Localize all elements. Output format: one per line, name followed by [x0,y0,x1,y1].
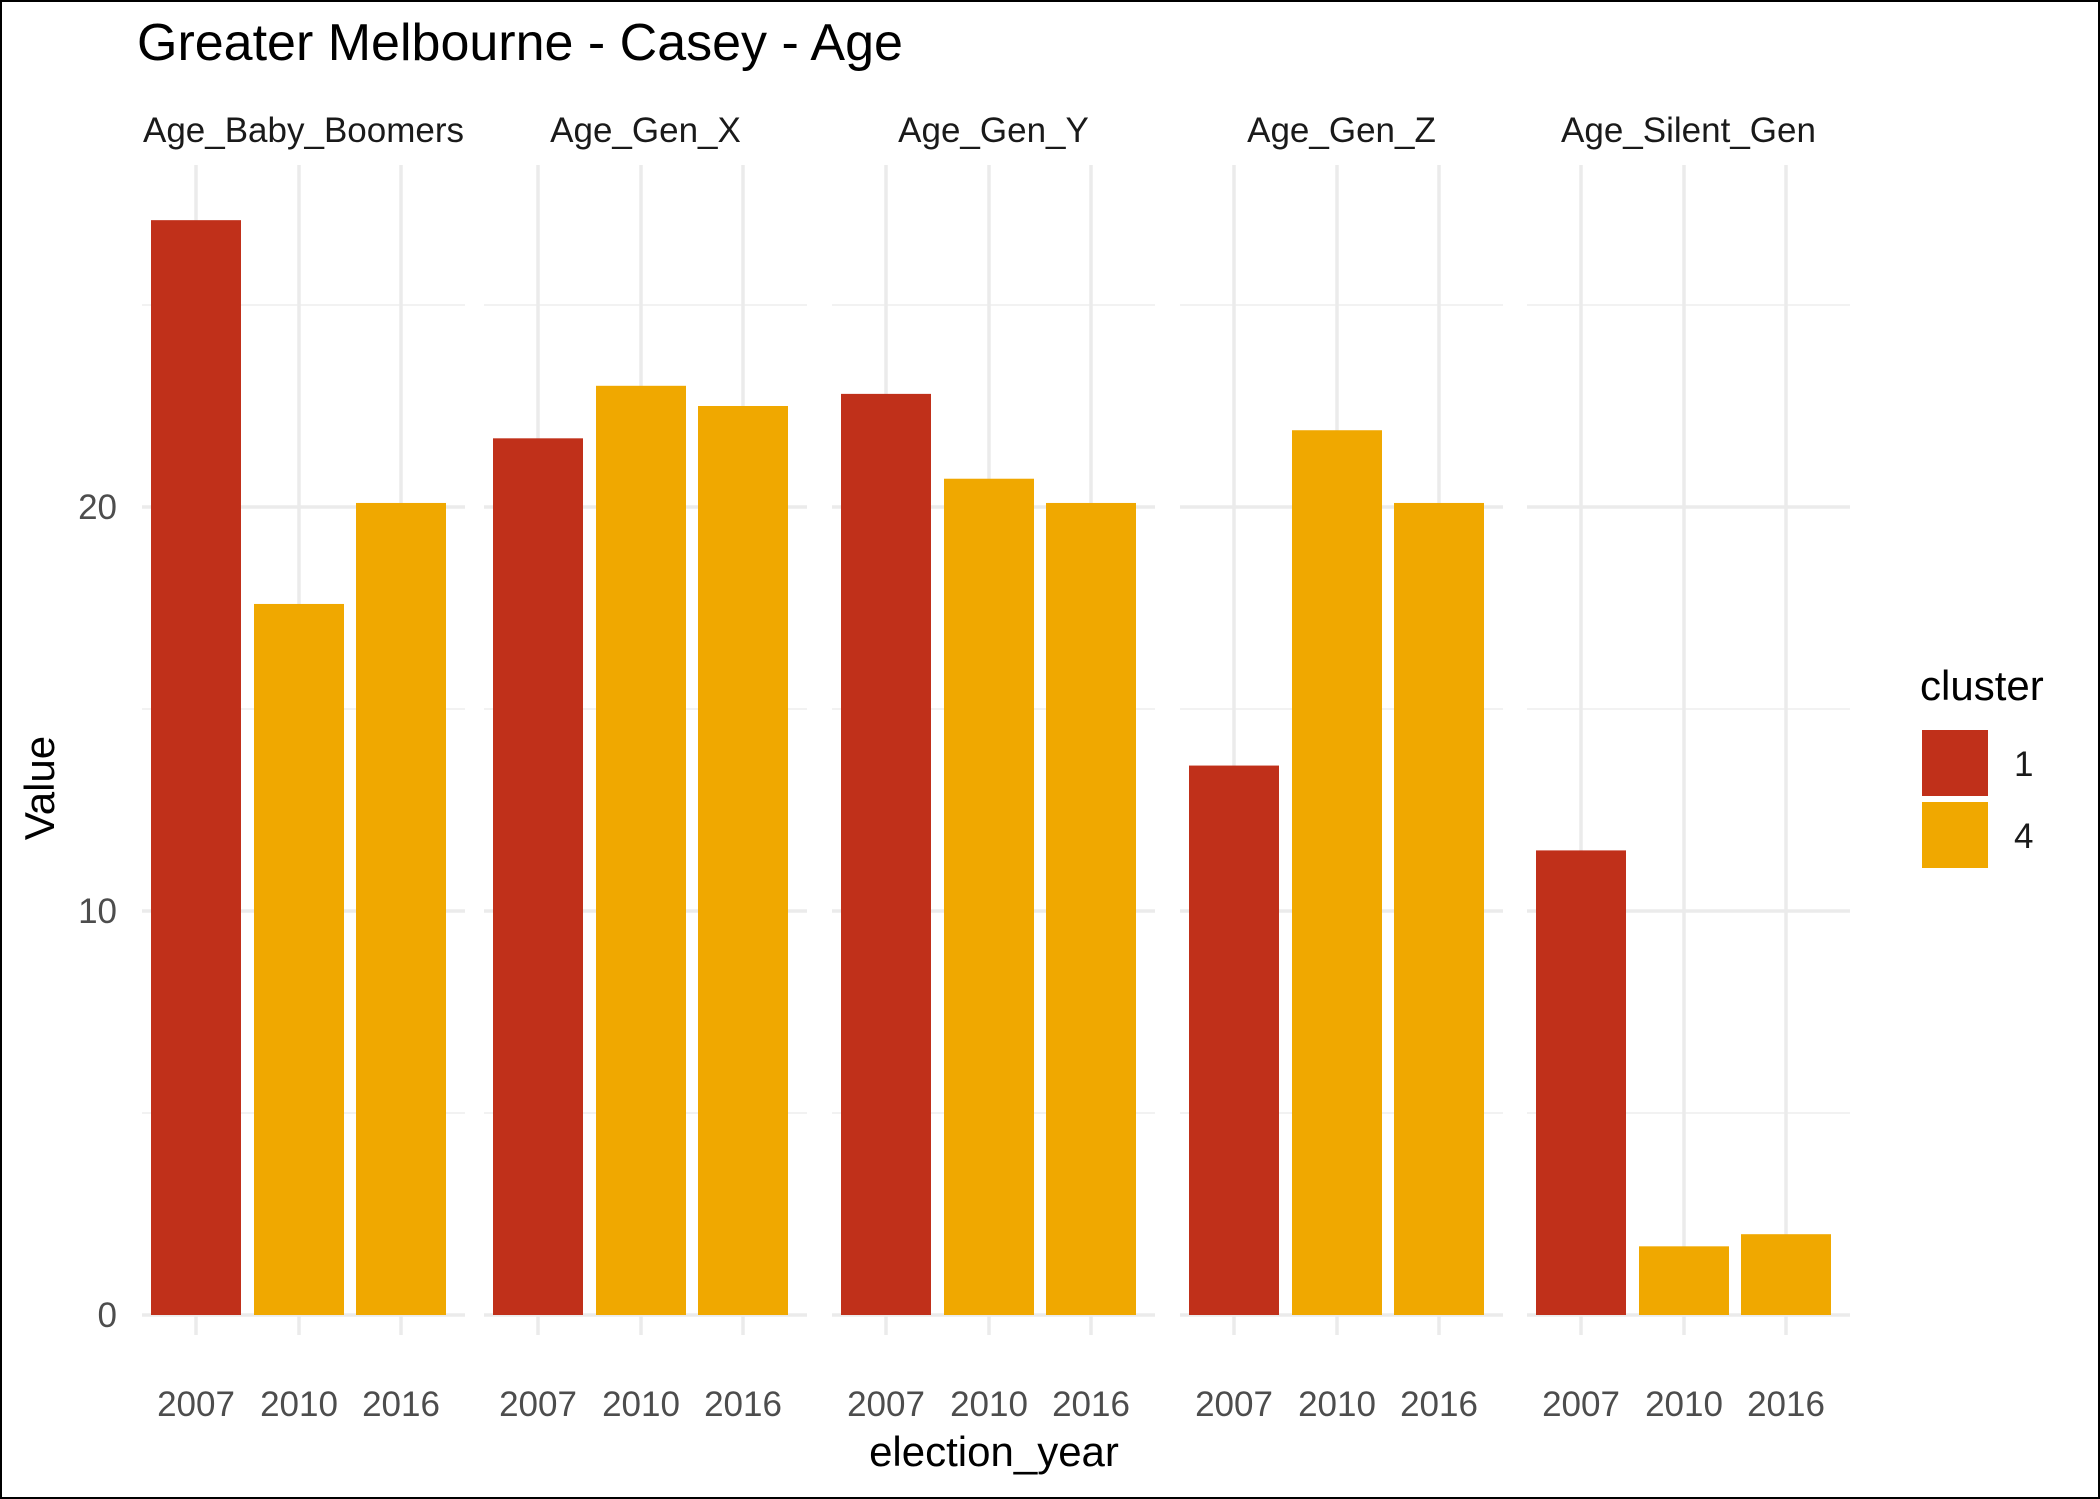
legend-key [1922,730,1988,796]
x-tick-label: 2010 [1645,1385,1723,1424]
x-tick-label: 2010 [260,1385,338,1424]
y-tick-label: 10 [78,892,117,931]
bar [151,220,241,1315]
x-tick-label: 2010 [950,1385,1028,1424]
x-tick-label: 2016 [362,1385,440,1424]
facet-strip-label: Age_Baby_Boomers [143,111,464,150]
bar [1741,1234,1831,1315]
x-tick-label: 2016 [1052,1385,1130,1424]
x-axis-label: election_year [869,1428,1119,1475]
bar [1046,502,1136,1316]
chart-title: Greater Melbourne - Casey - Age [137,14,903,72]
facet-panels: Age_Baby_Boomers 2007 2010 2016 Age_Gen_X 200… [142,111,1850,1424]
x-tick-label: 2010 [602,1385,680,1424]
bar [1394,502,1484,1316]
x-tick-label: 2007 [499,1385,577,1424]
bar [1292,430,1382,1315]
bar [596,385,686,1315]
facet-strip-label: Age_Gen_Y [898,111,1089,150]
x-tick-label: 2016 [1400,1385,1478,1424]
facet-panel: Age_Silent_Gen 2007 2010 2016 [1527,111,1850,1424]
bar [254,603,344,1315]
legend-label: 1 [2014,745,2033,784]
bar [841,393,931,1315]
legend-label: 4 [2014,817,2033,856]
facet-panel: Age_Gen_Y 2007 2010 2016 [832,111,1155,1424]
y-tick-label: 0 [98,1296,117,1335]
bar [698,406,788,1315]
bar [1639,1246,1729,1315]
bar [493,438,583,1315]
legend: cluster 1 4 [1920,662,2044,868]
facet-panel: Age_Gen_Z 2007 2010 2016 [1180,111,1503,1424]
legend-title: cluster [1920,662,2044,709]
y-axis-ticks: 0 10 20 [78,488,117,1335]
x-tick-label: 2010 [1298,1385,1376,1424]
x-tick-label: 2007 [847,1385,925,1424]
facet-panel: Age_Baby_Boomers 2007 2010 2016 [142,111,465,1424]
bar [356,502,446,1316]
x-tick-label: 2007 [1195,1385,1273,1424]
bar [1189,765,1279,1315]
bar [1536,850,1626,1315]
x-tick-label: 2016 [704,1385,782,1424]
facet-strip-label: Age_Gen_X [550,111,741,150]
y-tick-label: 20 [78,488,117,527]
facet-strip-label: Age_Gen_Z [1247,111,1436,150]
bar [944,478,1034,1316]
y-axis-label: Value [16,736,63,840]
x-tick-label: 2007 [1542,1385,1620,1424]
facet-panel: Age_Gen_X 2007 2010 2016 [484,111,807,1424]
legend-key [1922,802,1988,868]
x-tick-label: 2016 [1747,1385,1825,1424]
x-tick-label: 2007 [157,1385,235,1424]
facet-strip-label: Age_Silent_Gen [1561,111,1816,150]
